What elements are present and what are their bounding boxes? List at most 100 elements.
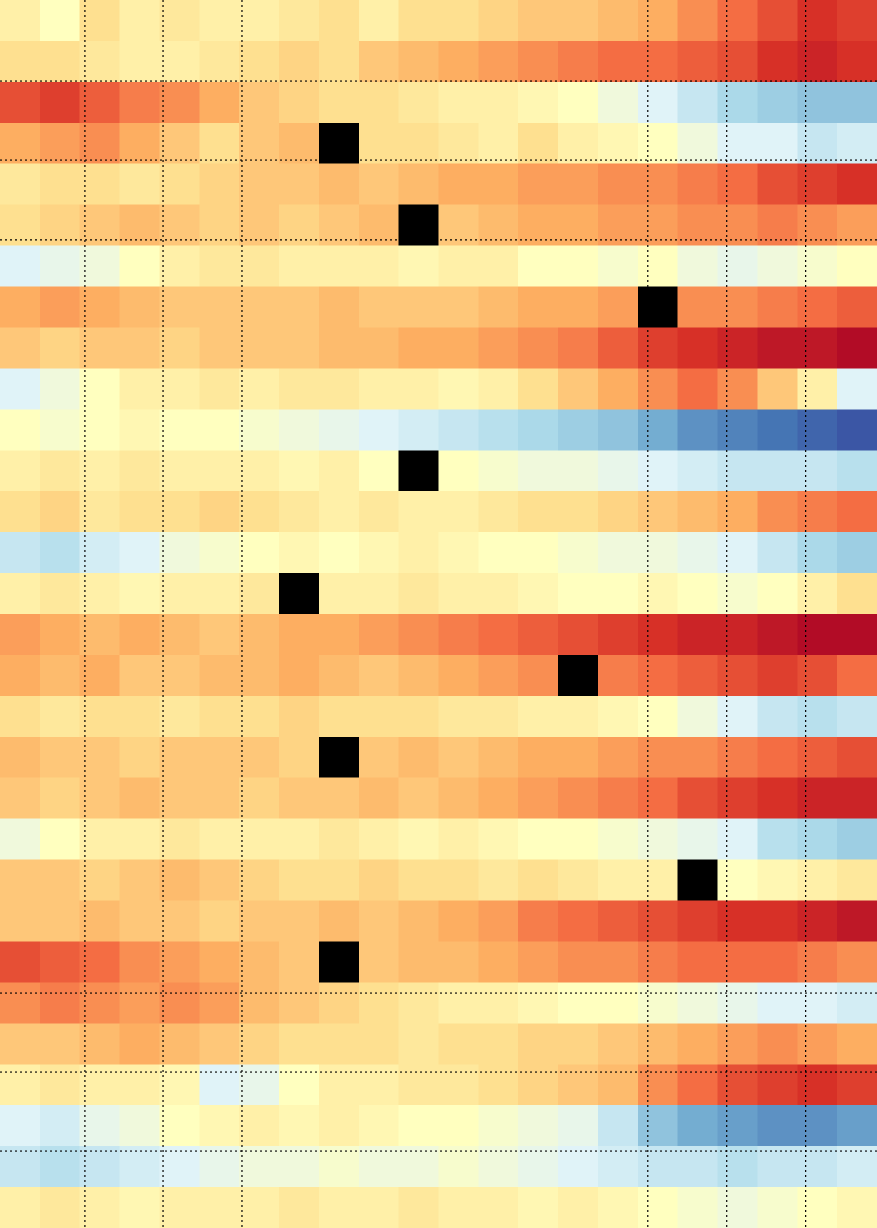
heatmap-cell xyxy=(79,491,121,533)
heatmap-cell xyxy=(757,900,798,942)
heatmap-cell xyxy=(358,614,400,656)
heatmap-cell xyxy=(518,491,559,533)
heatmap-cell xyxy=(558,1105,599,1147)
heatmap-cell xyxy=(677,695,719,738)
heatmap-cell xyxy=(478,941,519,983)
heatmap-cell xyxy=(757,532,798,574)
heatmap-cell xyxy=(438,122,479,165)
heatmap-cell xyxy=(239,327,280,369)
heatmap-cell xyxy=(119,1146,160,1188)
heatmap-cell xyxy=(119,40,160,83)
heatmap-cell xyxy=(119,491,160,533)
heatmap-cell xyxy=(79,1187,121,1228)
heatmap-cell xyxy=(318,654,360,697)
heatmap-cell xyxy=(717,1187,758,1228)
heatmap-cell xyxy=(119,982,160,1024)
heatmap-cell xyxy=(597,81,639,124)
heatmap-cell xyxy=(0,695,41,738)
heatmap-cell xyxy=(478,859,519,902)
heatmap-cell xyxy=(677,1187,719,1228)
heatmap-cell xyxy=(358,982,400,1024)
heatmap-cell xyxy=(119,409,160,451)
heatmap-cell xyxy=(318,81,360,124)
heatmap-cell xyxy=(717,777,758,820)
heatmap-cell xyxy=(717,1105,758,1147)
heatmap-cell xyxy=(239,81,280,124)
heatmap-cell xyxy=(637,409,679,451)
heatmap-cell xyxy=(39,409,81,451)
heatmap-cell xyxy=(757,859,798,902)
heatmap-cell xyxy=(358,286,400,328)
heatmap-cell xyxy=(279,573,320,615)
heatmap-cell xyxy=(318,409,360,451)
heatmap-cell xyxy=(677,1105,719,1147)
heatmap-cell xyxy=(279,695,320,738)
heatmap-cell xyxy=(478,245,519,288)
heatmap-cell xyxy=(199,695,240,738)
heatmap-cell xyxy=(318,1146,360,1188)
heatmap-cell xyxy=(199,409,240,451)
heatmap-cell xyxy=(0,1064,41,1106)
heatmap-cell xyxy=(358,736,400,779)
heatmap-cell xyxy=(79,122,121,165)
heatmap-cell xyxy=(518,859,559,902)
heatmap-cell xyxy=(478,409,519,451)
heatmap-cell xyxy=(119,818,160,861)
heatmap-cell xyxy=(677,122,719,165)
heatmap-cell xyxy=(0,40,41,83)
heatmap-cell xyxy=(717,982,758,1024)
heatmap-cell xyxy=(318,245,360,288)
heatmap-cell xyxy=(717,614,758,656)
heatmap-cell xyxy=(637,573,679,615)
heatmap-cell xyxy=(398,245,439,288)
heatmap-cell xyxy=(797,982,838,1024)
heatmap-cell xyxy=(398,900,439,942)
heatmap-cell xyxy=(637,286,679,328)
heatmap-cell xyxy=(478,327,519,369)
heatmap-cell xyxy=(558,736,599,779)
heatmap-cell xyxy=(717,122,758,165)
heatmap-cell xyxy=(637,81,679,124)
heatmap-cell xyxy=(597,1146,639,1188)
heatmap-cell xyxy=(518,122,559,165)
heatmap-cell xyxy=(717,286,758,328)
heatmap-cell xyxy=(279,532,320,574)
heatmap-cell xyxy=(239,859,280,902)
heatmap-cell xyxy=(837,982,877,1024)
heatmap-cell xyxy=(79,245,121,288)
heatmap-cell xyxy=(199,491,240,533)
heatmap-cell xyxy=(79,368,121,410)
heatmap-cell xyxy=(438,1146,479,1188)
heatmap-cell xyxy=(637,818,679,861)
heatmap-cell xyxy=(398,327,439,369)
heatmap-cell xyxy=(478,286,519,328)
heatmap-cell xyxy=(677,163,719,206)
heatmap-cell xyxy=(39,614,81,656)
heatmap-cell xyxy=(358,900,400,942)
heatmap-cell xyxy=(318,1187,360,1228)
heatmap-cell xyxy=(398,450,439,492)
heatmap-cell xyxy=(797,122,838,165)
heatmap-cell xyxy=(757,1105,798,1147)
heatmap-cell xyxy=(279,859,320,902)
heatmap-cell xyxy=(79,40,121,83)
heatmap-cell xyxy=(637,941,679,983)
heatmap-cell xyxy=(159,40,200,83)
heatmap-cell xyxy=(0,1023,41,1065)
heatmap-cell xyxy=(79,409,121,451)
heatmap-cell xyxy=(239,736,280,779)
heatmap-cell xyxy=(597,450,639,492)
heatmap-cell xyxy=(0,163,41,206)
heatmap-cell xyxy=(199,204,240,247)
heatmap-cell xyxy=(478,736,519,779)
heatmap-cell xyxy=(558,654,599,697)
heatmap-cell xyxy=(398,614,439,656)
heatmap-cell xyxy=(358,777,400,820)
heatmap-cell xyxy=(518,941,559,983)
heatmap-cell xyxy=(279,81,320,124)
heatmap-cell xyxy=(677,532,719,574)
heatmap-cell xyxy=(757,0,798,42)
heatmap-cell xyxy=(518,450,559,492)
heatmap-cell xyxy=(757,40,798,83)
heatmap-cell xyxy=(358,532,400,574)
